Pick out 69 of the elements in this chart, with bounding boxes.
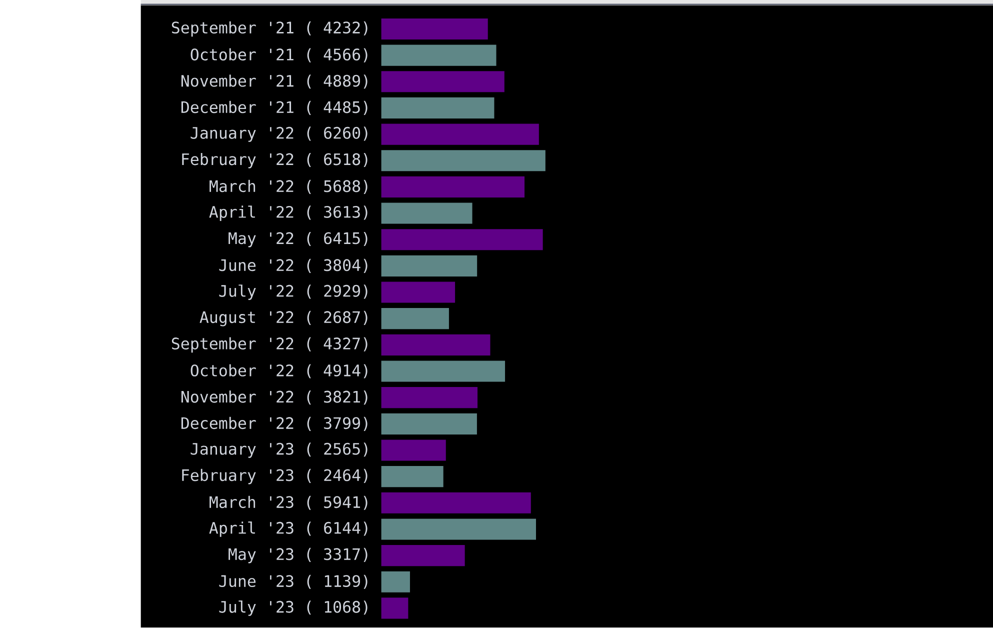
bar <box>381 518 536 540</box>
bar <box>381 176 525 198</box>
y-tick-label: March '22 <box>210 180 294 192</box>
bar <box>381 150 546 172</box>
y-tick-label: January '22 <box>190 127 294 142</box>
bar <box>381 360 506 382</box>
bar <box>381 308 449 330</box>
data-label: ( 3613) <box>307 206 368 220</box>
bar <box>381 202 472 224</box>
bar <box>381 572 410 593</box>
bar <box>381 598 408 619</box>
data-label: ( 3317) <box>307 548 368 562</box>
bar <box>381 45 496 66</box>
data-label: ( 3804) <box>307 259 368 274</box>
data-label: ( 5688) <box>307 180 368 194</box>
bar <box>381 229 543 250</box>
y-tick-label: April '23 <box>209 522 294 538</box>
y-tick-label: February '23 <box>182 469 294 484</box>
data-label: ( 6260) <box>307 126 368 141</box>
bar <box>381 545 465 566</box>
data-label: ( 6518) <box>307 153 368 168</box>
data-label: ( 4485) <box>307 101 368 116</box>
data-label: ( 1139) <box>307 575 368 590</box>
y-tick-label: January '23 <box>190 443 294 458</box>
bar <box>381 18 488 40</box>
y-tick-label: July '23 <box>219 600 294 616</box>
y-tick-label: April '22 <box>209 206 294 222</box>
bar <box>381 387 478 408</box>
bar <box>381 466 444 488</box>
bar <box>381 124 539 146</box>
y-tick-label: October '21 <box>190 48 294 61</box>
data-label: ( 2929) <box>307 284 368 299</box>
data-label: ( 5941) <box>307 496 368 510</box>
data-label: ( 1068) <box>307 600 368 615</box>
y-tick-label: October '22 <box>190 364 294 377</box>
bar <box>381 334 490 356</box>
y-tick-label: August '22 <box>200 311 294 327</box>
data-label: ( 3799) <box>307 417 368 432</box>
data-label: ( 2687) <box>307 311 368 326</box>
y-tick-label: September '22 <box>172 338 294 353</box>
data-label: ( 6144) <box>307 522 368 536</box>
bar <box>381 256 478 277</box>
data-label: ( 3821) <box>307 390 368 405</box>
data-label: ( 6415) <box>307 232 368 246</box>
y-tick-label: February '22 <box>182 153 294 169</box>
bar <box>381 282 456 304</box>
data-label: ( 4889) <box>307 74 368 89</box>
data-label: ( 2565) <box>307 442 368 457</box>
y-tick-label: December '22 <box>181 417 294 430</box>
y-tick-label: November '22 <box>181 390 294 404</box>
bar <box>381 492 531 514</box>
y-tick-label: December '21 <box>181 101 294 114</box>
y-tick-label: May '23 <box>228 548 294 564</box>
data-label: ( 4914) <box>307 364 368 379</box>
y-tick-label: September '21 <box>172 22 294 37</box>
bar <box>381 98 494 119</box>
data-label: ( 2464) <box>307 469 368 484</box>
y-tick-label: July '22 <box>219 284 294 300</box>
y-tick-label: June '23 <box>219 575 294 588</box>
bar <box>381 71 504 92</box>
y-tick-label: May '22 <box>228 232 294 248</box>
y-tick-label: March '23 <box>210 496 294 508</box>
bar <box>381 414 477 435</box>
y-tick-label: June '22 <box>219 259 294 272</box>
y-tick-label: November '21 <box>181 74 294 88</box>
bar <box>381 440 446 462</box>
data-label: ( 4327) <box>307 338 368 352</box>
data-label: ( 4232) <box>307 22 368 36</box>
data-label: ( 4566) <box>307 48 368 63</box>
